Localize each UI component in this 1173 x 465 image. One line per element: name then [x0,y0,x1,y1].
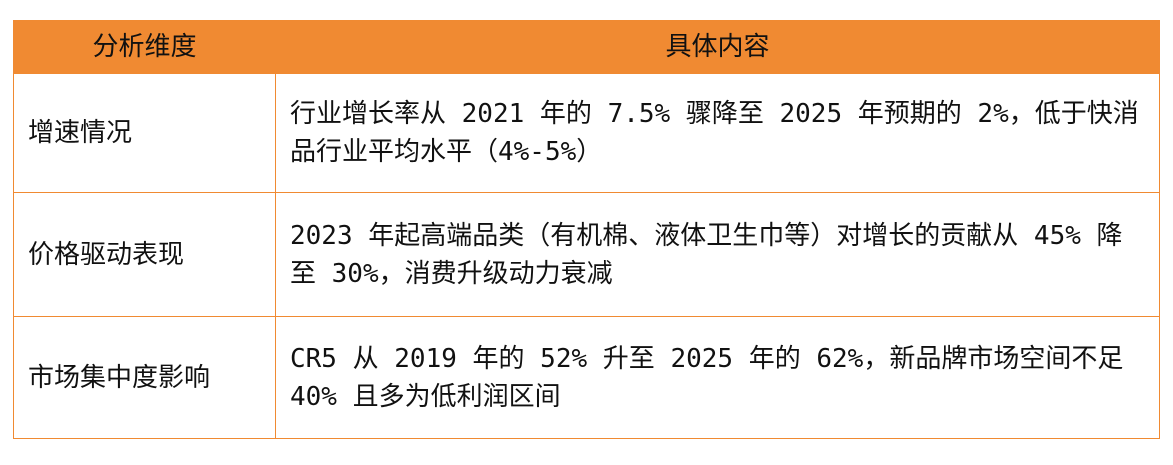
header-content: 具体内容 [275,20,1160,74]
dimension-cell: 市场集中度影响 [13,316,276,439]
header-dimension: 分析维度 [13,20,276,74]
table-row: 增速情况 行业增长率从 2021 年的 7.5% 骤降至 2025 年预期的 2… [13,73,1160,193]
dimension-cell: 增速情况 [13,73,276,193]
content-cell: 行业增长率从 2021 年的 7.5% 骤降至 2025 年预期的 2%，低于快… [275,73,1160,193]
table-row: 市场集中度影响 CR5 从 2019 年的 52% 升至 2025 年的 62%… [13,316,1160,439]
content-cell: 2023 年起高端品类（有机棉、液体卫生巾等）对增长的贡献从 45% 降至 30… [275,192,1160,317]
table-header-row: 分析维度 具体内容 [13,20,1160,74]
content-cell: CR5 从 2019 年的 52% 升至 2025 年的 62%，新品牌市场空间… [275,316,1160,439]
dimension-cell: 价格驱动表现 [13,192,276,317]
table-row: 价格驱动表现 2023 年起高端品类（有机棉、液体卫生巾等）对增长的贡献从 45… [13,192,1160,317]
analysis-table: 分析维度 具体内容 增速情况 行业增长率从 2021 年的 7.5% 骤降至 2… [13,20,1160,439]
